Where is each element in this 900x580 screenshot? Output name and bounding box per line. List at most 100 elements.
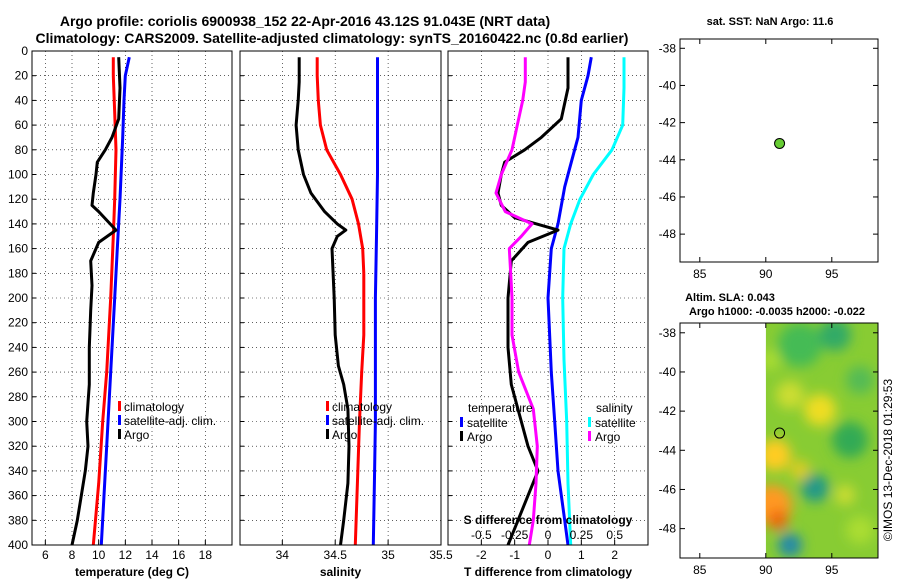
y-tick-label: 300 bbox=[8, 415, 28, 429]
difference-panel: -2 -1 0 1 2 T difference from climatology temp… bbox=[447, 50, 649, 579]
x2-tick-label: 0.25 bbox=[570, 528, 594, 542]
y-tick-label: 0 bbox=[21, 44, 28, 58]
y-tick-label: -44 bbox=[659, 153, 677, 167]
credit-text: ©IMOS 13-Dec-2018 01:29:53 bbox=[881, 379, 895, 542]
x-tick-label: 2 bbox=[611, 548, 618, 562]
x-tick-label: 85 bbox=[693, 267, 707, 281]
y-tick-label: 260 bbox=[8, 365, 28, 379]
map-frame bbox=[679, 38, 879, 263]
sla-field bbox=[765, 323, 878, 558]
y-tick-label: -48 bbox=[659, 227, 677, 241]
sst-title: sat. SST: NaN Argo: 11.6 bbox=[707, 16, 834, 28]
x-tick-label: 95 bbox=[825, 563, 839, 577]
x2-tick-label: 0 bbox=[545, 528, 552, 542]
sla-blobs bbox=[765, 323, 874, 557]
sla-blob bbox=[804, 394, 836, 426]
y-tick-label: -40 bbox=[659, 78, 677, 92]
y-tick-label: -46 bbox=[659, 190, 677, 204]
sla-blob bbox=[832, 422, 868, 458]
series-line-argo bbox=[294, 57, 351, 546]
legend-swatch bbox=[326, 429, 329, 439]
panel-frame bbox=[447, 50, 649, 546]
y-tick-label: -42 bbox=[659, 116, 677, 130]
salinity-panel: 34 34.5 35 35.5 salinity climatologysatellite… bbox=[239, 50, 453, 579]
y-tick-label: 200 bbox=[8, 291, 28, 305]
y-tick-label: 320 bbox=[8, 439, 28, 453]
legend-swatch bbox=[460, 431, 463, 441]
sla-title-2: Argo h1000: -0.0035 h2000: -0.022 bbox=[689, 306, 865, 318]
legend-title-salinity: salinity bbox=[596, 401, 633, 415]
title-line2: Climatology: CARS2009. Satellite-adjuste… bbox=[36, 30, 629, 46]
y-tick-label: 240 bbox=[8, 340, 28, 354]
panel-frame bbox=[239, 50, 442, 546]
y-tick-label: -40 bbox=[659, 365, 677, 379]
series-line-climatology bbox=[315, 57, 366, 546]
y-tick-label: 280 bbox=[8, 390, 28, 404]
x-tick-label: 90 bbox=[759, 563, 773, 577]
x-tick-label: 16 bbox=[172, 548, 186, 562]
legend-swatch bbox=[588, 431, 591, 441]
x-tick-label: 34 bbox=[276, 548, 290, 562]
legend-swatch bbox=[326, 401, 329, 411]
x-tick-label: 6 bbox=[42, 548, 49, 562]
series-line-t-argo bbox=[496, 57, 570, 546]
sla-blob bbox=[765, 350, 780, 370]
y-tick-label: 160 bbox=[8, 242, 28, 256]
sla-blob bbox=[846, 366, 874, 394]
y-tick-label: 180 bbox=[8, 266, 28, 280]
legend-label: satellite bbox=[467, 416, 508, 430]
sla-blob bbox=[768, 510, 788, 530]
x-tick-label: 90 bbox=[759, 267, 773, 281]
legend-label: Argo bbox=[595, 430, 621, 444]
legend-label: Argo bbox=[124, 428, 150, 442]
series-line-s-argo bbox=[494, 57, 539, 546]
y-tick-label: -38 bbox=[659, 326, 677, 340]
legend-label: climatology bbox=[124, 400, 184, 414]
y-tick-label: 80 bbox=[15, 143, 29, 157]
series-line-argo bbox=[70, 57, 122, 546]
legend-swatch bbox=[460, 417, 463, 427]
x-axis-label: salinity bbox=[320, 565, 362, 579]
sst-map: -38 -40 -42 -44 -46 -48 85 90 95 bbox=[659, 38, 879, 281]
x2-axis-label: S difference from climatology bbox=[464, 513, 633, 527]
x-axis-label: temperature (deg C) bbox=[75, 565, 189, 579]
x-tick-label: 1 bbox=[578, 548, 585, 562]
sla-blob bbox=[778, 533, 802, 557]
x-tick-label: 8 bbox=[69, 548, 76, 562]
y-tick-label: -38 bbox=[659, 41, 677, 55]
legend-title-temperature: temperature bbox=[468, 401, 533, 415]
x-tick-label: 85 bbox=[693, 563, 707, 577]
y-tick-label: 120 bbox=[8, 192, 28, 206]
legend-swatch bbox=[118, 401, 121, 411]
x-tick-label: 95 bbox=[825, 267, 839, 281]
y-tick-label: -42 bbox=[659, 404, 677, 418]
y-tick-label: 100 bbox=[8, 168, 28, 182]
y-tick-label: 140 bbox=[8, 217, 28, 231]
x2-tick-label: -0.5 bbox=[471, 528, 492, 542]
x-tick-label: -1 bbox=[509, 548, 520, 562]
x2-tick-label: -0.25 bbox=[501, 528, 529, 542]
x-tick-label: 12 bbox=[119, 548, 133, 562]
panel-frame bbox=[31, 50, 233, 546]
series-line-s-satellite bbox=[561, 57, 626, 546]
legend-label: Argo bbox=[467, 430, 493, 444]
sla-blob bbox=[846, 516, 874, 544]
legend-label: satellite bbox=[595, 416, 636, 430]
legend-label: satellite-adj. clim. bbox=[124, 414, 216, 428]
argo-position-marker bbox=[774, 427, 786, 439]
legend-swatch bbox=[118, 429, 121, 439]
y-tick-label: -46 bbox=[659, 482, 677, 496]
y-tick-label: 60 bbox=[15, 118, 29, 132]
sla-blob bbox=[765, 439, 791, 471]
x-tick-label: 18 bbox=[199, 548, 213, 562]
x-tick-label: 0 bbox=[545, 548, 552, 562]
map-frame bbox=[679, 322, 879, 559]
legend-swatch bbox=[588, 417, 591, 427]
y-tick-label: 220 bbox=[8, 316, 28, 330]
sla-blob bbox=[790, 460, 810, 480]
x-tick-label: -2 bbox=[476, 548, 487, 562]
title-line1: Argo profile: coriolis 6900938_152 22-Ap… bbox=[60, 13, 550, 29]
series-line-satellite-adj-clim- bbox=[99, 56, 131, 546]
sla-blob bbox=[801, 474, 829, 502]
